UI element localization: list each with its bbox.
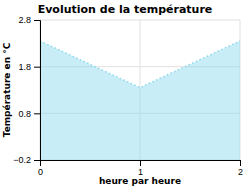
tick-label: 1.8 bbox=[18, 62, 31, 72]
tick: 0 bbox=[38, 160, 43, 177]
tick-mark bbox=[34, 160, 40, 161]
tick: −0.2 bbox=[13, 155, 40, 165]
tick: 2 bbox=[238, 160, 243, 177]
title: Evolution de la température bbox=[38, 3, 213, 16]
tick: 1.8 bbox=[18, 62, 40, 72]
tick-mark bbox=[34, 113, 40, 114]
chart: 0 1 2 −0.2 0.8 1.8 2.8 Evolution de la températ… bbox=[0, 0, 250, 188]
y-axis-title: Température en °C bbox=[2, 42, 12, 137]
tick-mark bbox=[140, 160, 141, 166]
tick: 1 bbox=[138, 160, 143, 177]
plot: 0 1 2 −0.2 0.8 1.8 2.8 bbox=[13, 15, 243, 177]
axis-line bbox=[34, 21, 41, 161]
axis-line bbox=[41, 161, 241, 167]
x-axis-title: heure par heure bbox=[99, 176, 181, 186]
y-axis: −0.2 0.8 1.8 2.8 bbox=[13, 15, 40, 165]
tick-label: 2.8 bbox=[18, 15, 31, 25]
marks bbox=[40, 41, 240, 160]
tick: 2.8 bbox=[18, 15, 40, 25]
tick-mark bbox=[34, 20, 40, 21]
tick-label: −0.2 bbox=[13, 155, 31, 165]
x-axis: 0 1 2 bbox=[38, 160, 243, 177]
tick-label: 2 bbox=[238, 167, 243, 177]
tick-label: 0 bbox=[38, 167, 43, 177]
tick-mark bbox=[240, 160, 241, 166]
tick-label: 0.8 bbox=[18, 109, 31, 119]
tick: 0.8 bbox=[18, 109, 40, 119]
grid bbox=[40, 20, 240, 160]
line bbox=[40, 41, 240, 88]
tick-mark bbox=[34, 67, 40, 68]
area bbox=[40, 41, 240, 160]
